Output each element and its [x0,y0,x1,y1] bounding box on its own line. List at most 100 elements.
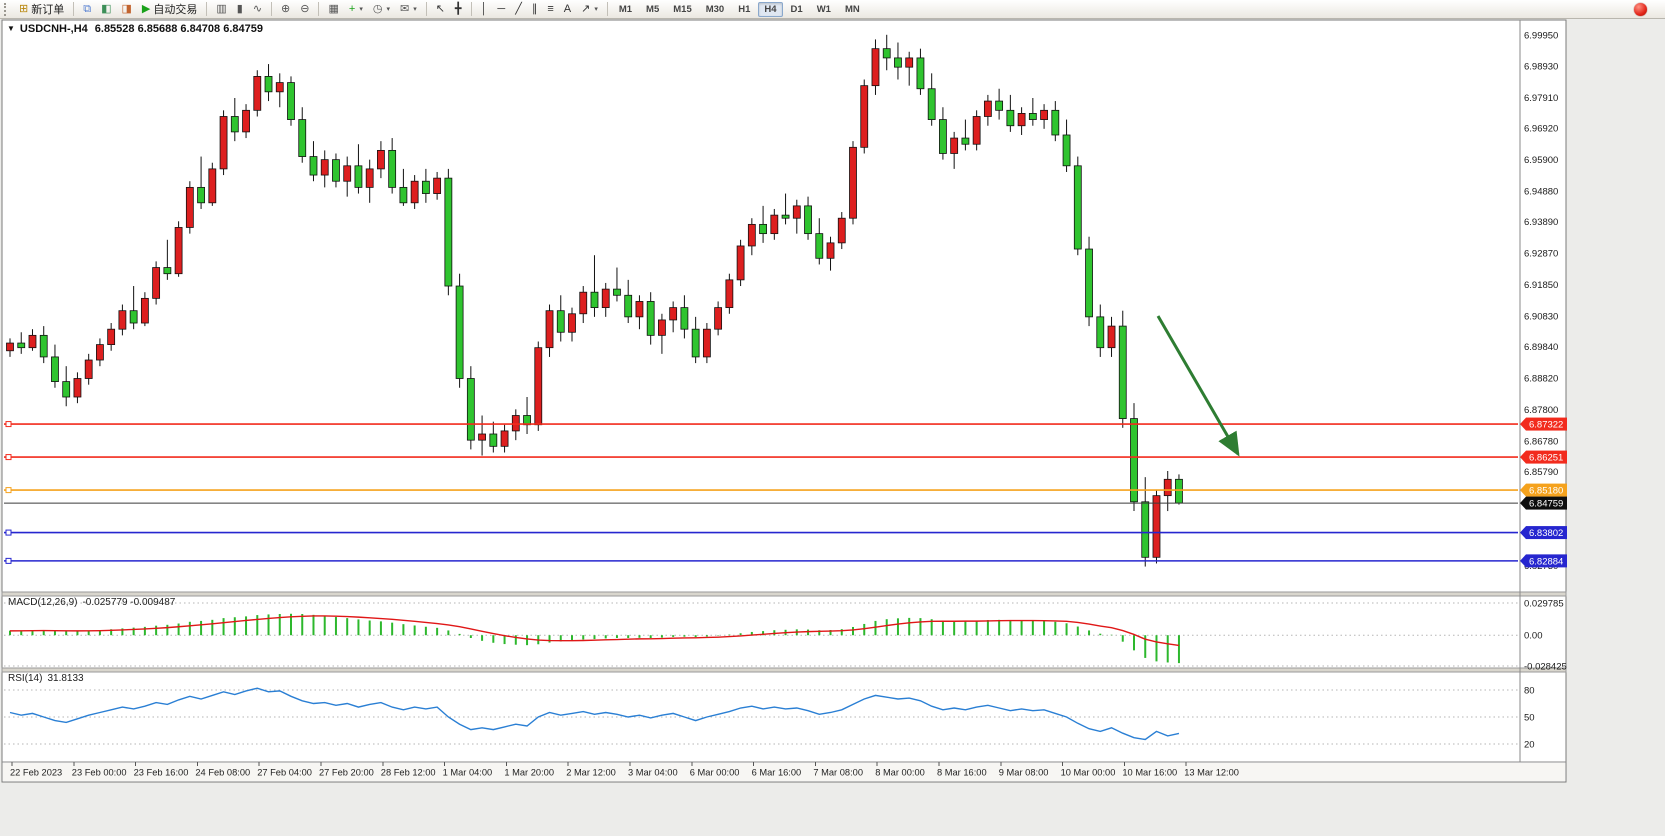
templates-button[interactable]: ✉ ▾ [396,1,421,18]
candlestick-chart-button[interactable]: ▮ [233,1,247,18]
timeframe-m1-button[interactable]: M1 [618,3,633,15]
trendline-button[interactable]: ╱ [511,1,526,18]
candle-body [995,100,1004,111]
candle-body [815,233,824,259]
line-handle[interactable] [5,421,12,428]
trend-arrow[interactable] [1156,315,1240,457]
charts-window-button[interactable]: ⧉ [79,1,95,18]
toolbar-separator [425,2,427,16]
price-axis-label: 6.93890 [1524,217,1558,228]
candle-body [613,288,621,296]
price-label-box [1526,450,1567,464]
candle-body [242,109,250,133]
time-axis: 22 Feb 2023 23 Feb 00:00 23 Feb 16:00 24 Fe… [2,761,1566,781]
price-axis-label: 6.99950 [1524,30,1558,41]
toolbar-separator [470,2,472,16]
candle-body [1118,325,1127,419]
candle-body [635,301,644,318]
candle-body [624,294,633,318]
line-handle[interactable] [5,529,12,536]
rsi-scale-label: 50 [1524,713,1535,724]
macd-scale-label: -0.028425 [1524,661,1567,672]
periods-button[interactable]: ◷ ▾ [369,1,394,18]
horizontal-line-button[interactable]: ─ [493,1,509,18]
new-order-button[interactable]: ⊞ 新订单 [15,1,68,18]
crosshair-button[interactable]: ╋ [451,1,466,18]
candle-body [343,165,352,182]
line-handle[interactable] [5,557,12,564]
candle-body [1163,478,1172,497]
panel-separator-price-macd[interactable] [1,591,1567,597]
new-order-icon: ⊞ [19,2,29,15]
candle-body [1040,109,1048,120]
fibonacci-icon: ≡ [547,2,554,15]
candle-body [860,85,869,148]
fibonacci-button[interactable]: ≡ [543,1,557,18]
time-axis-label: 24 Feb 08:00 [195,768,250,778]
zoom-out-button[interactable]: ⊖ [296,1,313,18]
price-label-box [1526,417,1567,431]
panel-separator-macd-rsi[interactable] [1,667,1567,673]
timeframe-h1-button[interactable]: H1 [738,3,751,15]
candle-body [590,291,599,309]
cursor-icon: ↖ [435,2,445,15]
candle-body [556,310,565,333]
market-watch-button[interactable]: ◧ [97,1,115,18]
autotrading-button[interactable]: ▶ 自动交易 [138,1,201,18]
candle-body [107,328,116,346]
candle-body [399,186,408,204]
equidistant-channel-icon: ∥ [531,2,538,15]
horizontal-line-icon: ─ [497,2,506,15]
timeframe-m5-button[interactable]: M5 [646,3,660,15]
candle-body [1073,165,1082,250]
arrows-button[interactable]: ↗ ▾ [577,1,602,18]
cursor-button[interactable]: ↖ [432,1,449,18]
candle-body [950,137,959,154]
candle-body [545,310,554,349]
line-chart-button[interactable]: ∿ [249,1,266,18]
text-label-button[interactable]: A [560,1,575,18]
price-axis-label: 6.94880 [1524,187,1558,198]
timeframe-mn-button[interactable]: MN [844,3,860,15]
candle-body [781,214,790,219]
line-handle[interactable] [5,454,12,461]
price-label-text: 6.84759 [1529,499,1563,510]
candle-body [500,430,509,447]
candle-body [601,288,610,309]
line-handle[interactable] [5,487,12,494]
candle-body [1051,109,1060,136]
candle-body [1017,113,1026,127]
alert-icon[interactable] [1634,2,1647,16]
price-axis-label: 6.89840 [1524,342,1558,353]
bar-chart-button[interactable]: ▥ [212,1,230,18]
candlestick-chart-icon: ▮ [236,2,243,15]
dropdown-caret-icon: ▾ [386,6,390,13]
zoom-in-button[interactable]: ⊕ [277,1,294,18]
candle-body [894,57,902,68]
price-label-pointer [1520,483,1526,497]
candle-body [1028,113,1037,120]
data-window-button[interactable]: ◨ [117,1,135,18]
candle-body [287,82,295,120]
toolbar-grip[interactable] [4,2,9,16]
timeframe-h4-button[interactable]: H4 [758,1,783,17]
candle-body [230,116,239,133]
candle-body [658,319,666,336]
arrows-icon: ↗ [581,2,591,15]
timeframe-w1-button[interactable]: W1 [816,3,831,15]
tile-windows-button[interactable]: ▦ [324,1,342,18]
candle-body [129,310,138,324]
candle-body [489,433,498,447]
timeframe-m30-button[interactable]: M30 [705,3,725,15]
price-label-pointer [1520,417,1526,431]
indicators-button[interactable]: + ▾ [345,1,367,18]
equidistant-channel-button[interactable]: ∥ [528,1,542,18]
price-axis-label: 6.87800 [1524,405,1558,416]
toolbar-separator [318,2,320,16]
timeframe-d1-button[interactable]: D1 [790,3,803,15]
rsi-scale-label: 80 [1524,686,1535,697]
timeframe-m15-button[interactable]: M15 [673,3,692,15]
vertical-line-button[interactable]: │ [477,1,492,18]
candle-body [534,347,543,426]
